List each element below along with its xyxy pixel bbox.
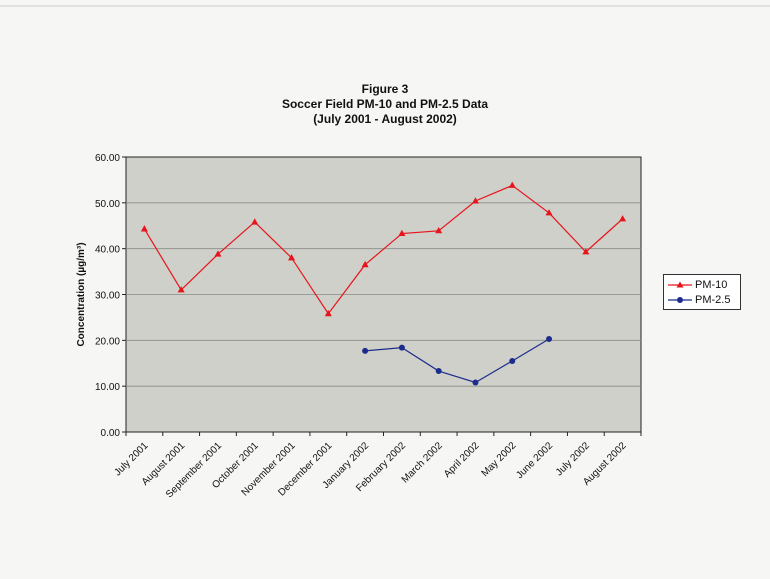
data-point-pm25 <box>472 379 479 386</box>
legend-item-pm25: PM-2.5 <box>668 293 730 307</box>
data-point-pm10 <box>140 225 148 232</box>
chart-title-block: Figure 3 Soccer Field PM-10 and PM-2.5 D… <box>200 82 570 127</box>
x-tick-label: June 2002 <box>514 440 555 481</box>
data-point-pm10 <box>508 181 516 188</box>
chart-subtitle: (July 2001 - August 2002) <box>313 112 457 126</box>
y-tick-label: 50.00 <box>95 199 120 210</box>
data-point-pm10 <box>288 254 296 261</box>
legend-item-pm10: PM-10 <box>668 278 727 292</box>
data-point-pm25 <box>435 368 442 375</box>
y-tick-label: 30.00 <box>95 291 120 302</box>
data-point-pm10 <box>361 260 369 268</box>
chart-legend: PM-10 PM-2.5 <box>663 274 741 310</box>
data-point-pm25 <box>546 335 553 342</box>
x-tick-label: July 2001 <box>112 440 150 478</box>
data-point-pm10 <box>619 215 627 222</box>
binder-holes <box>0 5 770 7</box>
data-point-pm25 <box>398 344 405 351</box>
data-point-pm10 <box>177 286 185 293</box>
legend-marker-pm10 <box>668 281 692 288</box>
data-point-pm10 <box>398 229 406 237</box>
y-tick-label: 60.00 <box>95 153 120 164</box>
data-point-pm10 <box>435 226 443 234</box>
data-point-pm10 <box>214 250 222 257</box>
chart-title: Soccer Field PM-10 and PM-2.5 Data <box>281 97 489 111</box>
figure-label: Figure 3 <box>361 82 409 96</box>
data-point-pm10 <box>471 197 479 204</box>
data-point-pm10 <box>582 248 590 255</box>
data-point-pm10 <box>545 209 553 216</box>
y-axis-label: Concentration (µg/m³) <box>76 242 87 346</box>
x-tick-label: April 2002 <box>442 440 482 480</box>
y-tick-label: 0.00 <box>101 428 121 439</box>
x-tick-label: May 2002 <box>480 440 519 479</box>
data-point-pm10 <box>251 218 259 225</box>
x-tick-label: July 2002 <box>554 440 592 478</box>
series-line-pm25 <box>365 338 550 384</box>
legend-marker-pm25 <box>668 297 692 303</box>
series-line-pm10 <box>143 184 624 315</box>
legend-label-pm10: PM-10 <box>695 279 728 291</box>
y-tick-label: 10.00 <box>95 382 120 393</box>
legend-label-pm25: PM-2.5 <box>695 294 731 306</box>
data-point-pm25 <box>509 357 516 364</box>
y-tick-label: 20.00 <box>95 336 120 347</box>
data-point-pm10 <box>324 309 332 317</box>
y-tick-label: 40.00 <box>95 245 120 256</box>
data-point-pm25 <box>362 347 369 354</box>
